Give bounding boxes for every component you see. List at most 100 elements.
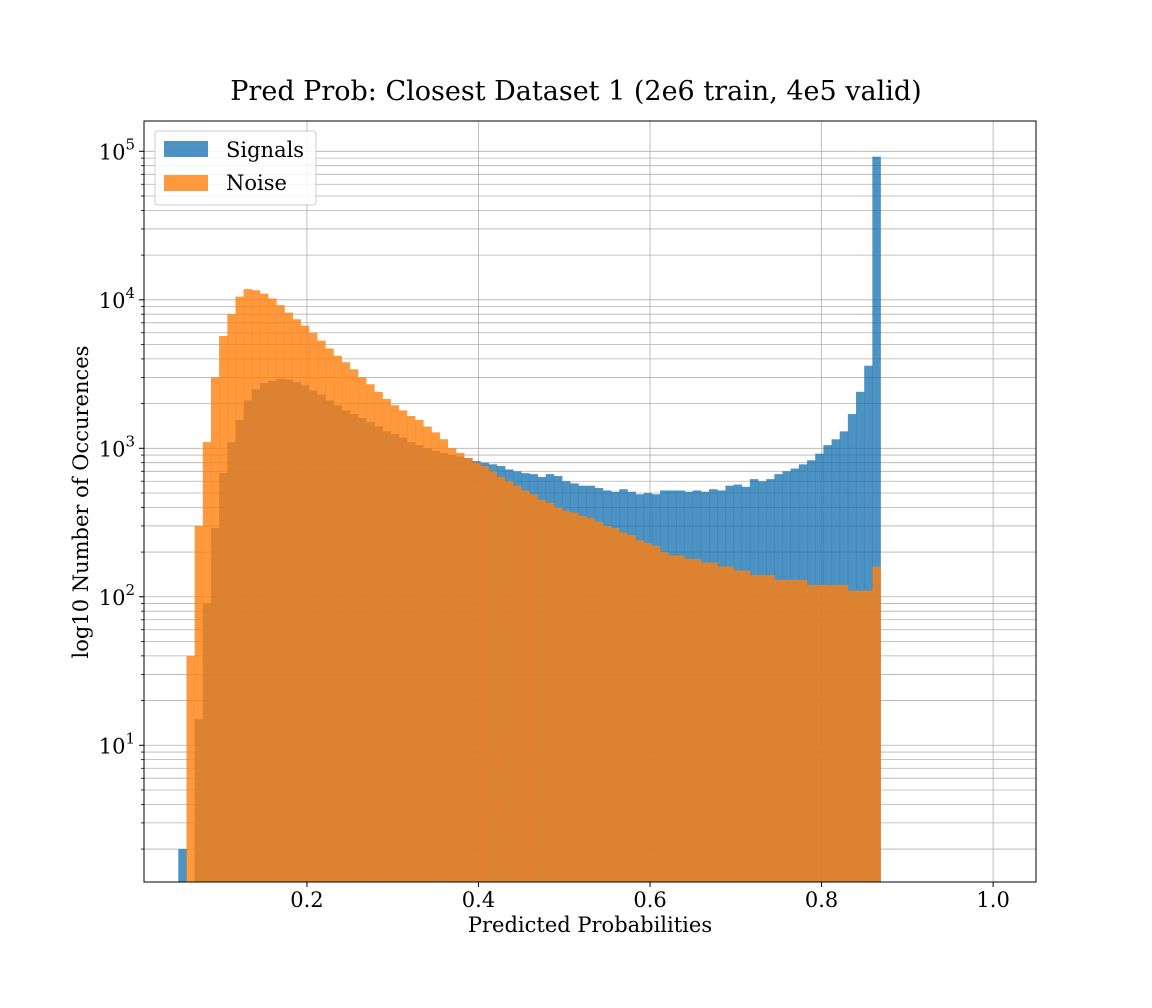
bar-noise [651, 545, 661, 882]
y-tick-label: 104 [99, 284, 135, 313]
bar-noise [807, 585, 816, 882]
bar-noise [488, 471, 498, 882]
bar-noise [390, 405, 400, 882]
chart-title: Pred Prob: Closest Dataset 1 (2e6 train,… [230, 76, 921, 107]
bar-noise [831, 585, 841, 882]
x-tick-label: 1.0 [976, 888, 1009, 912]
bar-noise [627, 535, 636, 882]
bar-noise [349, 369, 359, 883]
bar-noise [325, 348, 334, 882]
bar-noise [570, 512, 579, 882]
bar-noise [235, 296, 244, 882]
bar-noise [602, 525, 612, 882]
bar-noise [251, 290, 261, 883]
bar-noise [227, 314, 236, 882]
bar-noise [872, 566, 881, 882]
legend: Signals Noise [154, 130, 317, 206]
bar-noise [382, 398, 391, 882]
x-axis-ticks: 0.2 0.4 0.6 0.8 1.0 [290, 882, 1010, 912]
x-tick-label: 0.4 [462, 888, 495, 912]
bar-noise [243, 289, 253, 882]
bar-signals [178, 849, 187, 882]
y-axis-label: log10 Number of Occurences [69, 346, 93, 659]
bar-noise [562, 510, 571, 882]
y-axis-ticks: 101 102 103 104 105 [99, 135, 144, 850]
x-tick-label: 0.8 [805, 888, 838, 912]
bar-noise [259, 293, 269, 882]
bar-noise [700, 562, 710, 882]
bar-noise [619, 532, 628, 882]
bar-noise [553, 507, 563, 882]
bar-noise [856, 590, 865, 882]
bar-noise [815, 585, 824, 882]
bar-noise [766, 575, 775, 882]
bar-noise [643, 543, 653, 882]
bar-noise [374, 391, 383, 882]
bar-noise [341, 362, 351, 882]
bar-noise [586, 517, 596, 882]
bar-noise [300, 325, 310, 882]
bar-noise [398, 410, 408, 882]
histogram-bars [178, 156, 881, 883]
bar-noise [292, 319, 302, 882]
legend-swatch-noise [164, 175, 208, 191]
bar-noise [447, 448, 457, 882]
y-tick-label: 105 [99, 135, 135, 164]
bar-noise [496, 477, 506, 882]
bar-noise [439, 439, 449, 882]
bar-noise [545, 502, 555, 882]
bar-noise [668, 555, 677, 882]
bar-noise [431, 432, 440, 882]
bar-noise [537, 499, 547, 882]
bar-noise [733, 570, 743, 882]
bar-noise [268, 298, 277, 883]
bar-noise [676, 555, 685, 882]
bar-noise [635, 540, 645, 882]
bar-noise [790, 579, 800, 882]
bar-noise [276, 305, 285, 882]
y-tick-label: 102 [99, 581, 135, 610]
bar-noise [333, 355, 342, 883]
bar-noise [758, 575, 767, 882]
bar-noise [709, 562, 718, 882]
bar-noise [611, 528, 620, 882]
bar-noise [464, 458, 473, 882]
bar-noise [578, 515, 587, 882]
bar-noise [823, 585, 832, 882]
bar-noise [455, 452, 465, 882]
series-noise [186, 289, 881, 883]
bar-noise [504, 481, 514, 882]
bar-noise [692, 558, 702, 882]
bar-noise [202, 442, 212, 882]
bar-noise [284, 312, 293, 882]
bar-noise [366, 384, 375, 882]
bar-noise [480, 465, 489, 882]
bar-noise [864, 590, 873, 882]
bar-noise [210, 377, 220, 882]
bar-noise [594, 521, 604, 882]
bar-noise [194, 525, 204, 882]
y-tick-label: 103 [99, 432, 135, 461]
bar-noise [406, 415, 416, 882]
bar-noise [472, 462, 481, 882]
bar-noise [741, 570, 751, 882]
plot-frame [143, 120, 1037, 883]
bar-noise [529, 494, 538, 882]
bar-noise [717, 566, 726, 882]
legend-label-signals: Signals [226, 138, 304, 162]
bar-signals [872, 156, 881, 882]
legend-swatch-signals [164, 141, 208, 157]
bar-noise [186, 655, 195, 882]
x-tick-label: 0.2 [290, 888, 323, 912]
bar-noise [513, 485, 522, 882]
bar-noise [423, 426, 432, 882]
x-axis-label: Predicted Probabilities [468, 913, 712, 937]
bar-noise [749, 575, 759, 882]
bar-noise [782, 579, 792, 882]
bar-noise [521, 490, 530, 882]
x-tick-label: 0.6 [633, 888, 666, 912]
bar-noise [839, 585, 849, 882]
bar-noise [847, 590, 857, 882]
bar-noise [660, 552, 669, 882]
